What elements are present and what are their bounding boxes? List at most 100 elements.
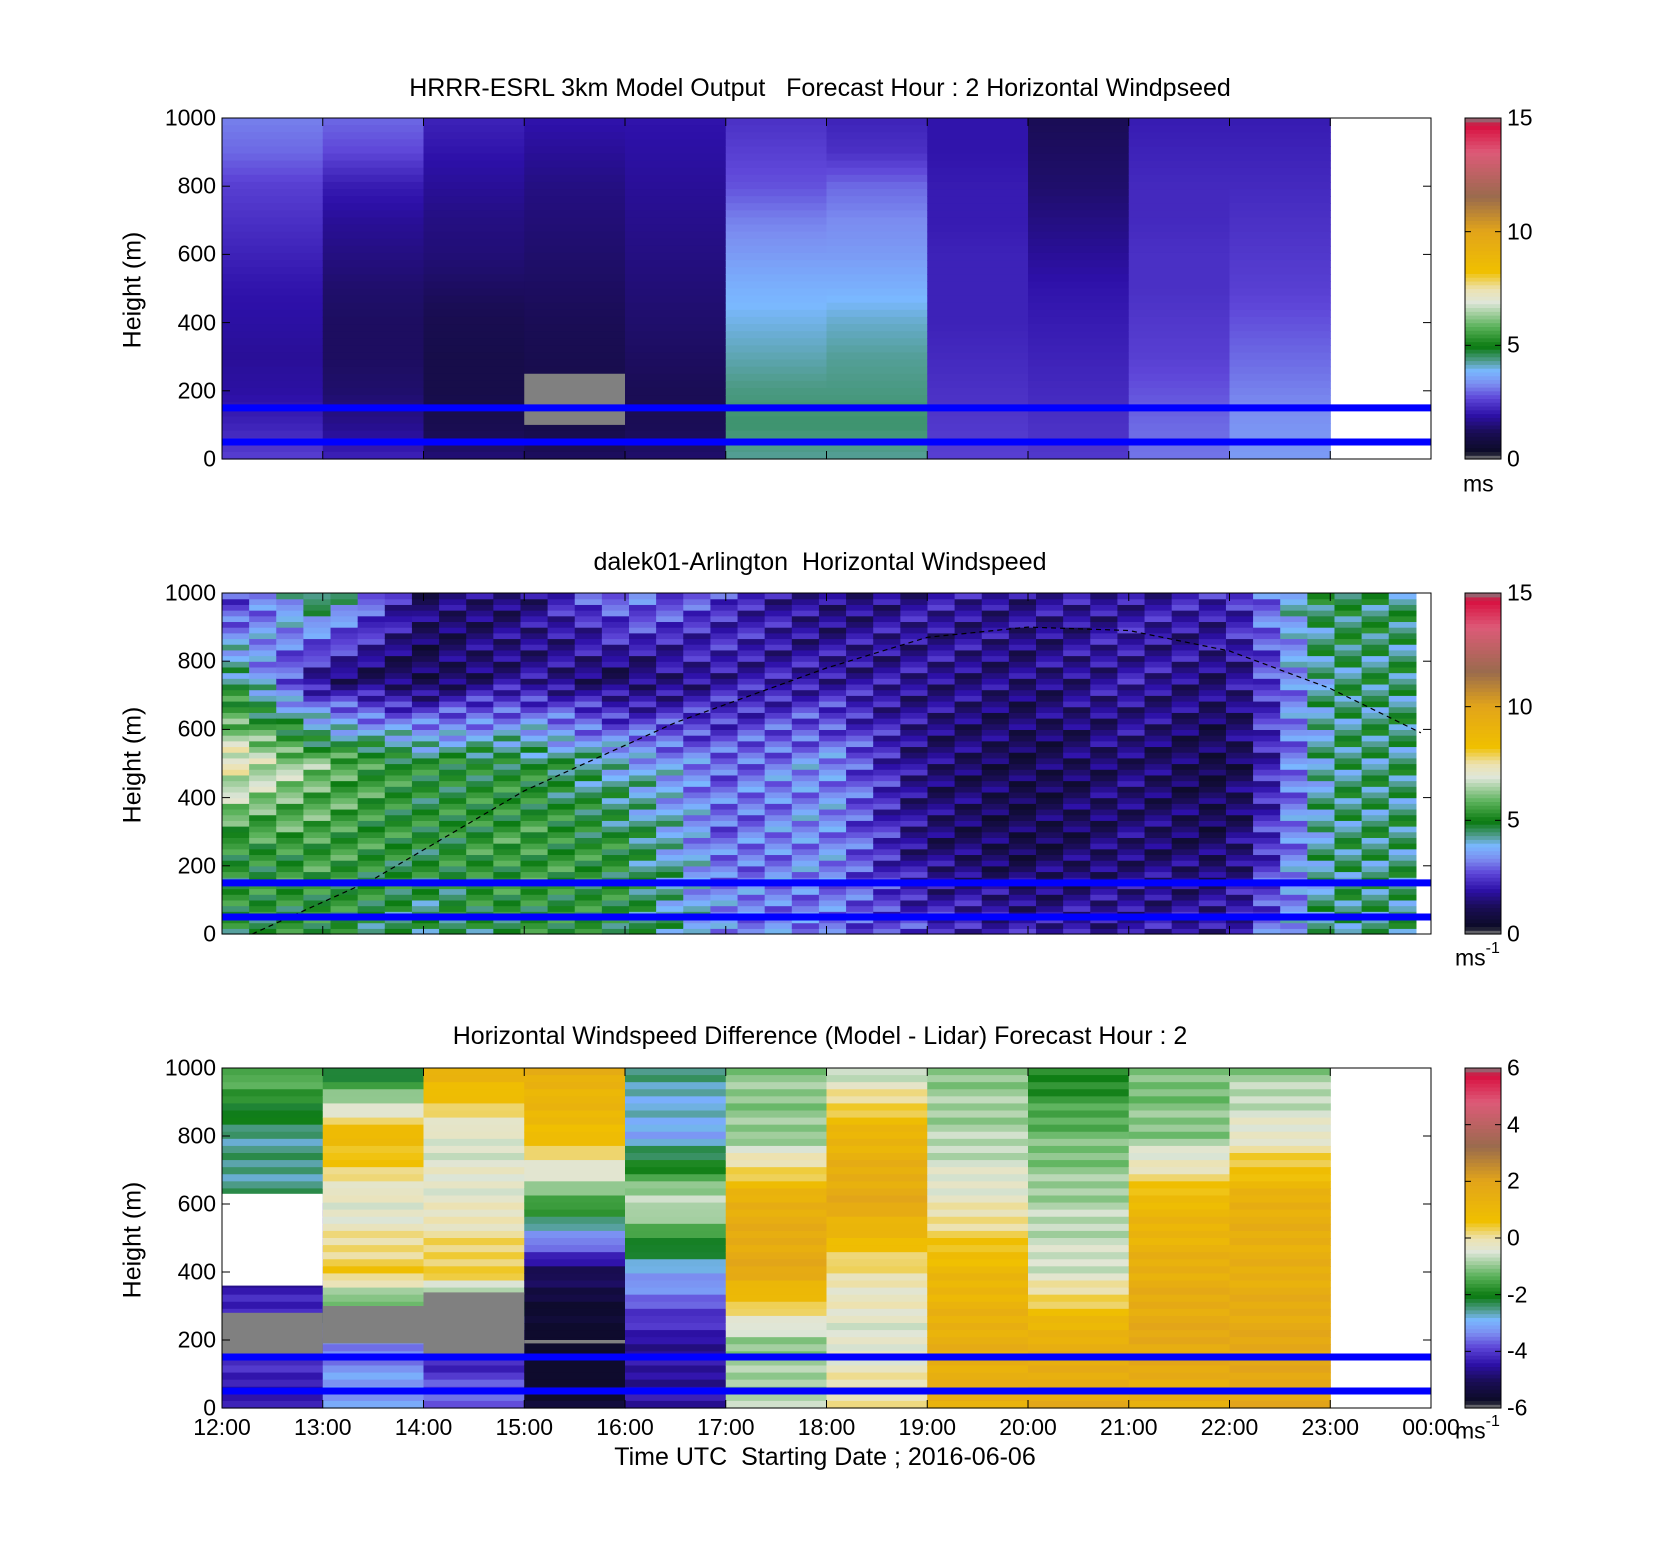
lidar-cell-30-55 (1036, 615, 1064, 623)
lidar-cell-35-22 (1171, 803, 1200, 810)
lidar-cell-40-13 (1307, 854, 1336, 861)
lidar-cell-39-19 (1280, 820, 1308, 827)
cell-3-7-2 (927, 1082, 1029, 1090)
lidar-cell-43-10 (1388, 871, 1417, 878)
lidar-cell-27-50 (954, 644, 983, 651)
lidar-cell-36-23 (1198, 797, 1227, 804)
lidar-cell-8-44 (439, 678, 467, 685)
lidar-cell-9-4 (466, 905, 494, 912)
cell-1-1-2 (322, 132, 425, 140)
lidar-cell-32-45 (1090, 672, 1119, 679)
cell-1-6-32 (826, 345, 928, 354)
lidar-cell-12-26 (547, 780, 576, 787)
lidar-cell-23-21 (846, 808, 874, 816)
lidar-cell-15-34 (629, 735, 657, 742)
lidar-cell-25-34 (900, 735, 929, 742)
cell-1-3-34 (524, 359, 626, 368)
lidar-cell-29-31 (1008, 752, 1037, 759)
cell-1-4-9 (625, 181, 727, 190)
lidar-cell-29-45 (1008, 672, 1037, 679)
lidar-cell-20-7 (764, 888, 793, 895)
lidar-cell-2-35 (276, 729, 305, 736)
lidar-cell-22-22 (818, 803, 847, 810)
panel-1-title: HRRR-ESRL 3km Model Output Forecast Hour… (409, 74, 1231, 102)
lidar-cell-9-50 (466, 644, 494, 651)
lidar-cell-34-30 (1144, 757, 1173, 765)
lidar-cell-14-52 (601, 632, 630, 640)
lidar-cell-10-59 (493, 593, 522, 600)
lidar-cell-0-16 (222, 837, 250, 844)
colorbar-3-seg-35 (1465, 1272, 1501, 1277)
lidar-cell-23-52 (846, 632, 874, 640)
cell-1-6-6 (826, 160, 928, 169)
cell-3-6-28 (826, 1266, 928, 1275)
colorbar-1-seg-72 (1465, 182, 1501, 187)
lidar-cell-35-43 (1171, 683, 1200, 691)
lidar-cell-2-11 (276, 865, 305, 873)
lidar-cell-43-15 (1388, 843, 1417, 850)
lidar-cell-37-27 (1225, 774, 1254, 782)
lidar-cell-3-22 (303, 803, 332, 810)
lidar-cell-7-28 (411, 769, 440, 776)
lidar-cell-39-54 (1280, 621, 1308, 628)
lidar-cell-30-13 (1036, 854, 1064, 861)
lidar-cell-20-59 (764, 593, 793, 600)
colorbar-3-seg-54 (1465, 1200, 1501, 1205)
colorbar-2-seg-41 (1465, 774, 1501, 780)
lidar-cell-39-55 (1280, 615, 1308, 623)
colorbar-3-seg-24 (1465, 1313, 1501, 1318)
lidar-cell-7-57 (411, 604, 440, 611)
lidar-cell-34-48 (1144, 655, 1173, 662)
lidar-cell-27-49 (954, 649, 983, 657)
lidar-cell-31-21 (1063, 808, 1091, 816)
lidar-cell-38-40 (1253, 700, 1281, 708)
lidar-cell-6-52 (384, 632, 413, 640)
colorbar-2-seg-69 (1465, 668, 1501, 674)
colorbar-1-tick-label-2: 10 (1507, 218, 1533, 245)
lidar-cell-22-7 (818, 888, 847, 895)
lidar-cell-35-25 (1171, 786, 1200, 793)
lidar-cell-19-39 (737, 706, 766, 713)
cell-1-2-26 (423, 302, 525, 311)
cell-1-4-36 (625, 373, 727, 382)
lidar-cell-15-7 (629, 888, 657, 895)
lidar-cell-34-7 (1144, 888, 1173, 895)
cell-1-2-5 (423, 153, 525, 162)
lidar-cell-7-0 (411, 928, 440, 935)
lidar-cell-40-54 (1307, 621, 1336, 628)
cell-1-0-17 (222, 238, 324, 247)
lidar-cell-10-26 (493, 780, 522, 787)
lidar-cell-43-23 (1388, 797, 1417, 804)
lidar-cell-29-24 (1008, 791, 1037, 799)
lidar-cell-41-59 (1334, 593, 1363, 600)
lidar-cell-24-58 (873, 598, 901, 605)
cell-1-6-44 (826, 430, 928, 439)
cell-1-5-36 (725, 373, 828, 382)
lidar-cell-12-24 (547, 791, 576, 799)
cell-1-9-42 (1128, 416, 1231, 425)
lidar-cell-30-59 (1036, 593, 1064, 600)
lidar-cell-43-25 (1388, 786, 1417, 793)
lidar-cell-25-5 (900, 899, 929, 907)
colorbar-3-seg-17 (1465, 1340, 1501, 1345)
lidar-cell-24-31 (873, 752, 901, 759)
lidar-cell-41-13 (1334, 854, 1363, 861)
lidar-cell-9-36 (466, 723, 494, 730)
lidar-cell-3-45 (303, 672, 332, 679)
lidar-cell-0-41 (222, 695, 250, 702)
lidar-cell-39-14 (1280, 848, 1308, 856)
lidar-cell-43-42 (1388, 689, 1417, 696)
cell-3-6-30 (826, 1280, 928, 1289)
lidar-cell-16-0 (656, 928, 684, 935)
cell-3-9-1 (1128, 1075, 1231, 1083)
cell-1-5-6 (725, 160, 828, 169)
cell-1-5-4 (725, 146, 828, 155)
cell-3-0-14 (222, 1167, 324, 1175)
lidar-cell-7-11 (411, 865, 440, 873)
lidar-cell-35-11 (1171, 865, 1200, 873)
lidar-cell-33-51 (1117, 638, 1146, 645)
lidar-cell-5-41 (357, 695, 386, 702)
lidar-cell-22-37 (818, 718, 847, 725)
cell-1-9-26 (1128, 302, 1231, 311)
lidar-cell-42-54 (1361, 621, 1390, 628)
